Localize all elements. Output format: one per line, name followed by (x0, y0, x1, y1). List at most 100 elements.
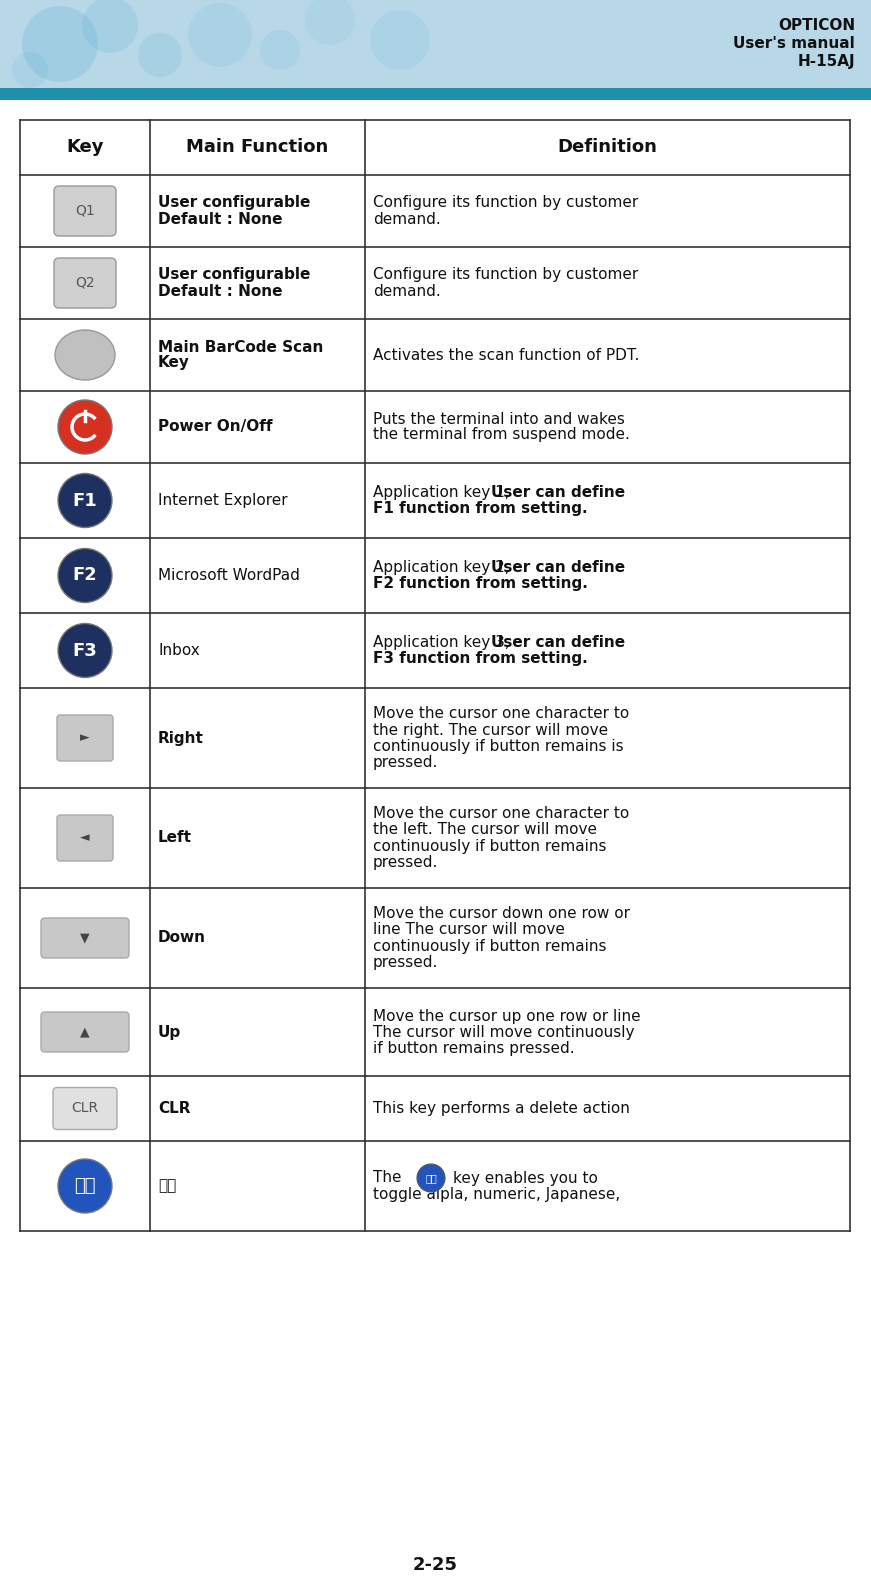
Bar (398, 0, 399, 88)
Bar (182, 0, 183, 88)
Bar (860, 0, 861, 88)
Text: F1 function from setting.: F1 function from setting. (373, 501, 588, 516)
Bar (402, 0, 403, 88)
Bar (736, 0, 737, 88)
Circle shape (58, 400, 112, 454)
Bar (737, 0, 738, 88)
Bar (865, 0, 866, 88)
Bar (685, 0, 686, 88)
Bar (390, 0, 391, 88)
Bar (777, 0, 778, 88)
Bar (239, 0, 240, 88)
Bar (715, 0, 716, 88)
Bar (252, 0, 253, 88)
Bar (823, 0, 824, 88)
Bar (625, 0, 626, 88)
Bar (208, 0, 209, 88)
Bar (123, 0, 124, 88)
Bar (42, 0, 43, 88)
Bar (453, 0, 454, 88)
Bar (144, 0, 145, 88)
Bar (289, 0, 290, 88)
Bar (803, 0, 804, 88)
Bar (329, 0, 330, 88)
Text: the terminal from suspend mode.: the terminal from suspend mode. (373, 428, 630, 443)
Bar (214, 0, 215, 88)
Bar (411, 0, 412, 88)
Bar (504, 0, 505, 88)
Bar (650, 0, 651, 88)
Bar (413, 0, 414, 88)
Bar (509, 0, 510, 88)
Bar (384, 0, 385, 88)
Bar (768, 0, 769, 88)
Bar (464, 0, 465, 88)
Bar (523, 0, 524, 88)
Text: Puts the terminal into and wakes: Puts the terminal into and wakes (373, 411, 625, 427)
Bar (835, 0, 836, 88)
Bar (552, 0, 553, 88)
Bar (326, 0, 327, 88)
Bar (68, 0, 69, 88)
Bar (855, 0, 856, 88)
Bar (8, 0, 9, 88)
Bar (762, 0, 763, 88)
Bar (261, 0, 262, 88)
Bar (342, 0, 343, 88)
Bar (264, 0, 265, 88)
Bar (781, 0, 782, 88)
Bar (1, 0, 2, 88)
Bar (607, 0, 608, 88)
Bar (148, 0, 149, 88)
Bar (517, 0, 518, 88)
Bar (319, 0, 320, 88)
Bar (32, 0, 33, 88)
Bar (541, 0, 542, 88)
Bar (832, 0, 833, 88)
Bar (859, 0, 860, 88)
Bar (94, 0, 95, 88)
Bar (377, 0, 378, 88)
Bar (850, 0, 851, 88)
Bar (760, 0, 761, 88)
Text: key enables you to: key enables you to (453, 1170, 598, 1186)
Bar (136, 0, 137, 88)
Bar (421, 0, 422, 88)
Bar (46, 0, 47, 88)
Bar (304, 0, 305, 88)
Bar (277, 0, 278, 88)
Bar (640, 0, 641, 88)
Bar (499, 0, 500, 88)
Bar (573, 0, 574, 88)
Bar (185, 0, 186, 88)
Bar (599, 0, 600, 88)
Bar (246, 0, 247, 88)
Bar (193, 0, 194, 88)
Bar (547, 0, 548, 88)
Bar (176, 0, 177, 88)
Bar (554, 0, 555, 88)
Bar (489, 0, 490, 88)
Bar (437, 0, 438, 88)
Bar (725, 0, 726, 88)
Bar (587, 0, 588, 88)
Bar (181, 0, 182, 88)
Bar (785, 0, 786, 88)
Bar (284, 0, 285, 88)
Text: Down: Down (158, 930, 206, 946)
Bar (114, 0, 115, 88)
Bar (643, 0, 644, 88)
Bar (3, 0, 4, 88)
Bar (536, 0, 537, 88)
Bar (111, 0, 112, 88)
Bar (434, 0, 435, 88)
Bar (518, 0, 519, 88)
Bar (306, 0, 307, 88)
Bar (528, 0, 529, 88)
Bar (270, 0, 271, 88)
Bar (388, 0, 389, 88)
Bar (82, 0, 83, 88)
Bar (55, 0, 56, 88)
Bar (742, 0, 743, 88)
Bar (611, 0, 612, 88)
